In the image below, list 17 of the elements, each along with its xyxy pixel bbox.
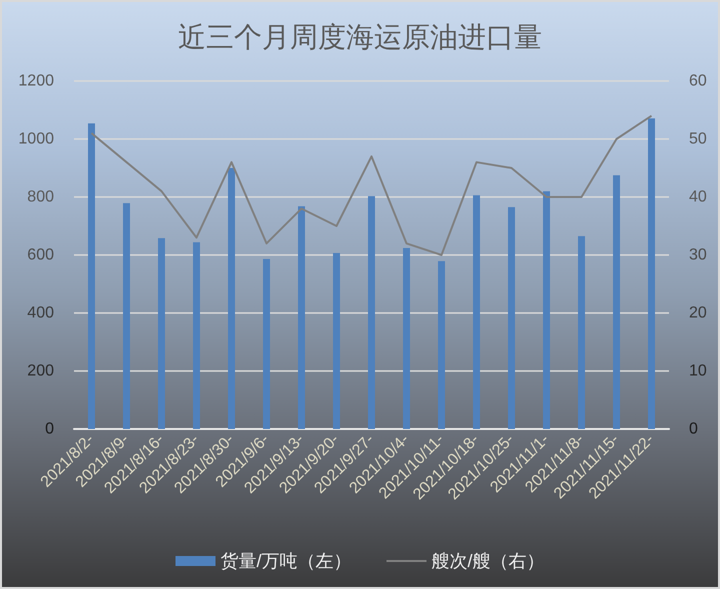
y2-tick-label: 0	[689, 420, 698, 438]
y-tick-label: 200	[27, 362, 54, 380]
y-tick-label: 400	[27, 304, 54, 322]
y-tick-label: 1000	[18, 130, 54, 148]
y-tick-label: 1200	[18, 72, 54, 90]
y2-tick-label: 50	[689, 130, 707, 148]
y-tick-label: 600	[27, 246, 54, 264]
y2-tick-label: 30	[689, 246, 707, 264]
y2-tick-label: 20	[689, 304, 707, 322]
y-tick-label: 800	[27, 188, 54, 206]
y-tick-label: 0	[45, 420, 54, 438]
y2-tick-label: 10	[689, 362, 707, 380]
y2-tick-label: 60	[689, 72, 707, 90]
chart-title: 近三个月周度海运原油进口量	[178, 22, 542, 54]
legend-label: 货量/万吨（左）	[220, 551, 352, 571]
legend-label: 艘次/艘（右）	[432, 551, 545, 571]
y2-tick-label: 40	[689, 188, 707, 206]
